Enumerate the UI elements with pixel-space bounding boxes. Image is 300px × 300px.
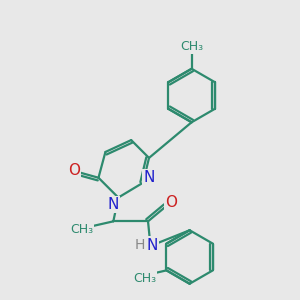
Text: N: N bbox=[143, 170, 155, 185]
Text: N: N bbox=[108, 197, 119, 212]
Text: N: N bbox=[146, 238, 158, 253]
Text: H: H bbox=[135, 238, 145, 252]
Text: O: O bbox=[68, 163, 80, 178]
Text: O: O bbox=[165, 195, 177, 210]
Text: CH₃: CH₃ bbox=[180, 40, 203, 53]
Text: CH₃: CH₃ bbox=[133, 272, 156, 285]
Text: CH₃: CH₃ bbox=[70, 223, 93, 236]
